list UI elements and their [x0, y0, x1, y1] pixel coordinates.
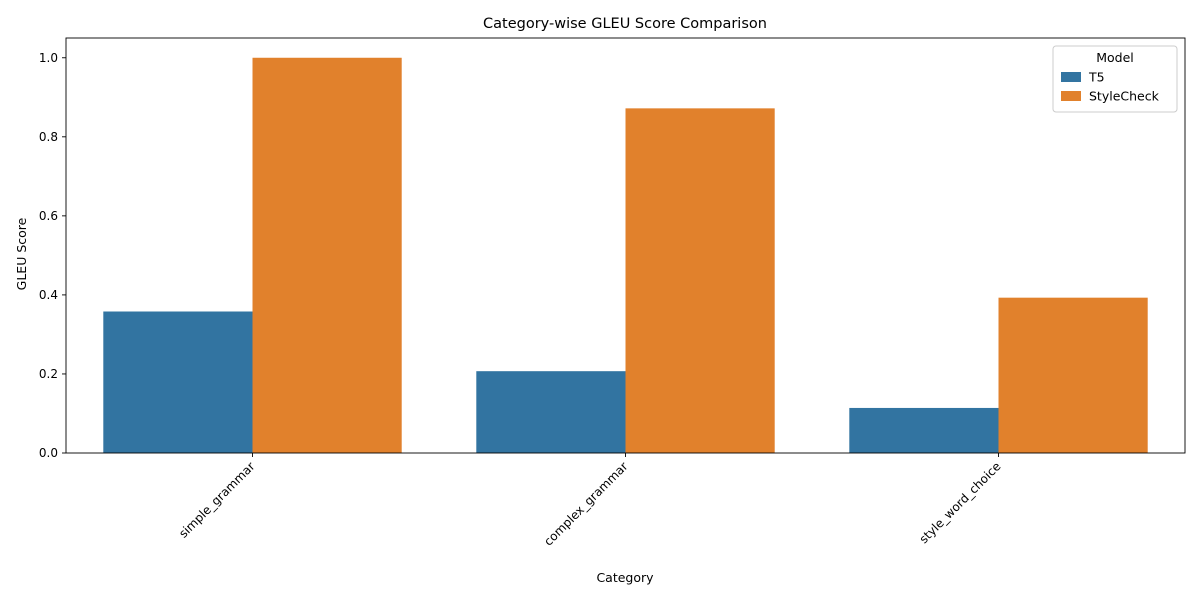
bars-group — [103, 57, 1148, 454]
legend-title: Model — [1096, 50, 1134, 65]
x-tick-label: complex_grammar — [541, 459, 630, 548]
legend-box — [1052, 45, 1178, 113]
y-tick-label: 0.6 — [39, 209, 58, 223]
bar-t5-complex_grammar — [476, 371, 626, 453]
legend-swatch-stylecheck — [1061, 91, 1081, 101]
bar-stylecheck-style_word_choice — [998, 297, 1148, 453]
bar-t5-simple_grammar — [103, 311, 253, 453]
legend-swatch-t5 — [1061, 72, 1081, 82]
bar-stylecheck-simple_grammar — [252, 57, 402, 454]
y-tick-label: 0.2 — [39, 367, 58, 381]
x-tick-label: simple_grammar — [176, 459, 257, 540]
x-tick-label: style_word_choice — [917, 459, 1004, 546]
chart-title: Category-wise GLEU Score Comparison — [483, 16, 767, 32]
y-axis-label: GLEU Score — [14, 217, 29, 290]
bar-t5-style_word_choice — [849, 407, 999, 453]
x-axis-label: Category — [596, 570, 654, 585]
y-tick-label: 0.4 — [39, 288, 58, 302]
axes-group: 0.0 0.2 0.4 0.6 0.8 1.0 simple_grammar complex_… — [39, 37, 1186, 549]
y-tick-label: 0.0 — [39, 446, 58, 460]
legend: Model T5 StyleCheck — [1052, 45, 1178, 113]
legend-entry-stylecheck: StyleCheck — [1089, 89, 1160, 104]
y-tick-label: 1.0 — [39, 51, 58, 65]
legend-entry-t5: T5 — [1088, 70, 1105, 85]
bar-stylecheck-complex_grammar — [625, 108, 775, 453]
y-tick-label: 0.8 — [39, 130, 58, 144]
